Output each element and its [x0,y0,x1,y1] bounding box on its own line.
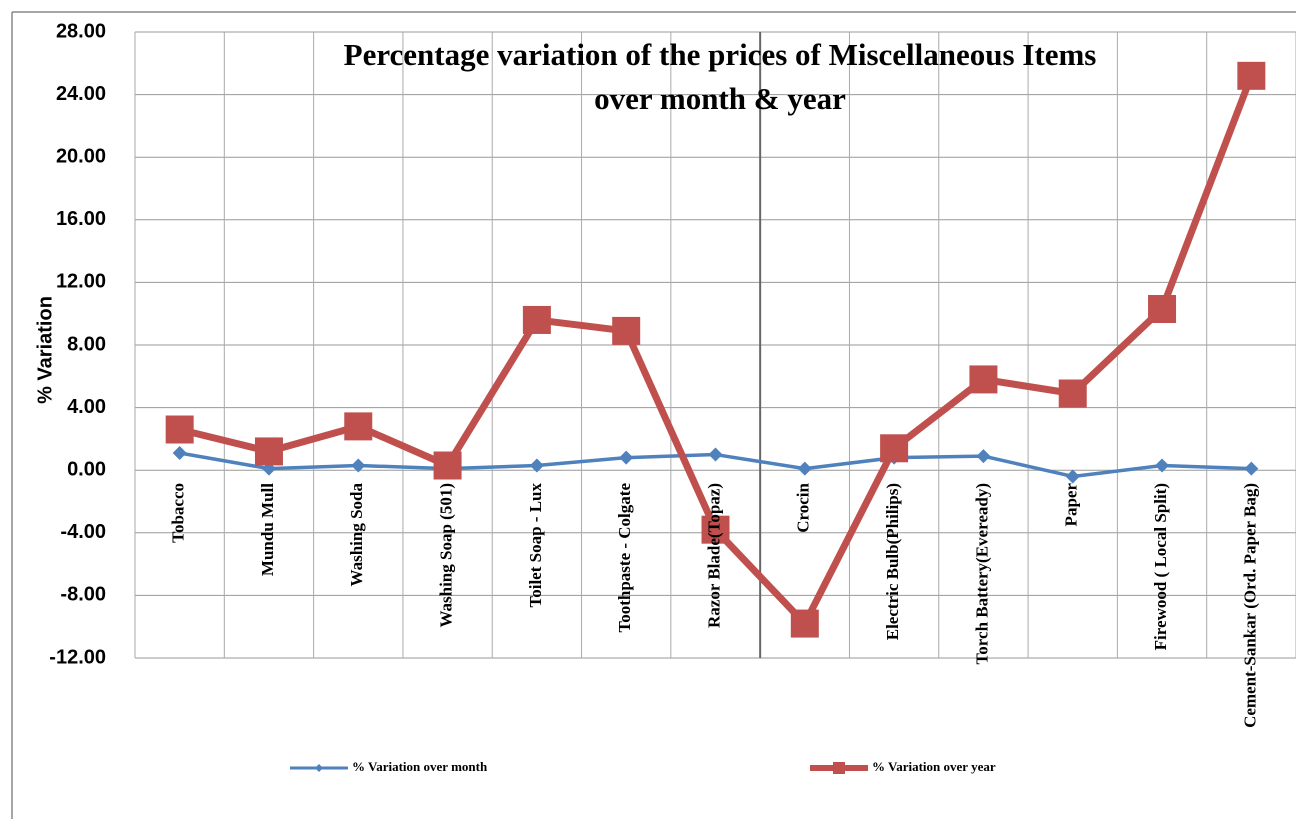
y-tick-label: 12.00 [56,271,106,293]
marker [1058,379,1087,408]
x-tick-label: Firewood ( Local Split) [1151,483,1170,650]
y-tick-label: -8.00 [60,584,106,606]
marker [1244,461,1259,476]
x-tick-label: Washing Soap (501) [436,483,455,628]
marker [976,449,991,464]
x-tick-label: Paper [1062,483,1081,527]
x-tick-label: Razor Blade(Topaz) [704,483,723,628]
marker [1065,469,1080,484]
y-tick-label: 28.00 [56,20,106,42]
marker [344,412,373,441]
marker [351,458,366,473]
legend-marker [315,764,323,772]
chart-title: Percentage variation of the prices of Mi… [344,37,1097,72]
marker [797,461,812,476]
y-tick-label: 8.00 [67,333,106,355]
x-tick-label: Electric Bulb(Philips) [883,483,902,640]
legend-label: % Variation over year [872,759,996,774]
marker [1148,295,1177,324]
marker [522,305,551,334]
chart-title: over month & year [594,81,846,116]
x-tick-label: Crocin [794,482,813,532]
legend-marker [833,762,845,774]
y-tick-label: -12.00 [49,646,106,668]
y-tick-label: 0.00 [67,458,106,480]
y-tick-label: 4.00 [67,396,106,418]
x-tick-label: Washing Soda [347,483,366,587]
marker [172,445,187,460]
y-tick-label: -4.00 [60,521,106,543]
y-axis-label: % Variation [34,296,56,404]
x-tick-label: Toilet Soap - Lux [526,483,545,608]
marker [969,365,998,394]
y-tick-label: 16.00 [56,208,106,230]
marks [165,61,1266,638]
x-tick-label: Tobacco [169,483,188,543]
grid [134,31,1296,659]
marker [1237,61,1266,90]
x-tick-label: Cement-Sankar (Ord. Paper Bag) [1240,483,1259,728]
marker [880,434,909,463]
marker [619,450,634,465]
marker [254,437,283,466]
marker [708,447,723,462]
x-tick-label: Torch Battery(Eveready) [972,483,991,664]
marker [701,515,730,544]
y-tick-label: 24.00 [56,83,106,105]
x-tick-label: Mundu Mull [258,483,277,576]
marker [529,458,544,473]
x-tick-label: Toothpaste - Colgate [615,483,634,633]
marker [165,415,194,444]
y-tick-label: 20.00 [56,145,106,167]
marker [433,451,462,480]
legend-label: % Variation over month [352,759,488,774]
marker [1155,458,1170,473]
marker [612,316,641,345]
marker [790,609,819,638]
